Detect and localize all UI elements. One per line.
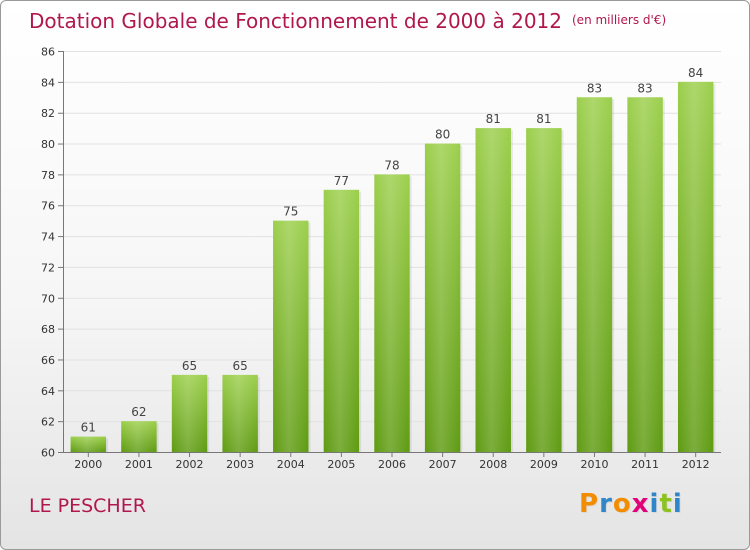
bars bbox=[70, 81, 716, 453]
proxiti-logo: Proxiti bbox=[579, 489, 683, 519]
value-label: 62 bbox=[131, 405, 146, 419]
y-tick-label: 84 bbox=[41, 76, 55, 89]
chart-title-text: Dotation Globale de Fonctionnement de 20… bbox=[29, 9, 562, 33]
y-tick-label: 60 bbox=[41, 447, 55, 460]
y-tick-label: 72 bbox=[41, 261, 55, 274]
chart-unit-label: (en milliers d'€) bbox=[572, 13, 667, 27]
logo-letter: o bbox=[612, 489, 632, 519]
bar-highlight bbox=[424, 143, 461, 453]
x-tick-label: 2011 bbox=[631, 458, 659, 471]
bar-highlight bbox=[526, 128, 562, 452]
value-label: 80 bbox=[435, 128, 450, 142]
value-label: 81 bbox=[486, 112, 501, 126]
value-label: 75 bbox=[283, 205, 298, 219]
value-label: 81 bbox=[536, 112, 551, 126]
logo-letter: P bbox=[579, 489, 600, 519]
logo-letter: i bbox=[649, 489, 660, 519]
y-tick-label: 68 bbox=[41, 323, 55, 336]
value-label: 78 bbox=[384, 158, 399, 172]
logo-letter: i bbox=[672, 489, 683, 519]
logo-letter: r bbox=[599, 489, 613, 519]
value-label: 65 bbox=[182, 359, 197, 373]
bar-highlight bbox=[576, 97, 613, 453]
y-tick-label: 76 bbox=[41, 200, 55, 213]
bar-highlight bbox=[222, 374, 258, 452]
y-axis: 60 62 64 66 68 70 72 74 76 78 80 82 84 86 bbox=[41, 46, 64, 460]
x-tick-label: 2004 bbox=[277, 458, 305, 471]
bar-highlight bbox=[171, 374, 208, 452]
bar-highlight bbox=[475, 128, 511, 452]
bar-highlight bbox=[677, 81, 714, 452]
x-tick-label: 2006 bbox=[378, 458, 406, 471]
x-tick-label: 2007 bbox=[429, 458, 457, 471]
logo-letter: t bbox=[659, 489, 673, 519]
bar-highlight bbox=[70, 436, 107, 452]
x-tick-label: 2008 bbox=[479, 458, 507, 471]
value-label: 77 bbox=[334, 174, 349, 188]
bar-highlight bbox=[627, 97, 663, 453]
value-label: 65 bbox=[233, 359, 248, 373]
y-tick-label: 78 bbox=[41, 169, 55, 182]
x-tick-label: 2005 bbox=[327, 458, 355, 471]
value-label: 61 bbox=[81, 421, 96, 435]
value-label: 83 bbox=[637, 81, 652, 95]
value-label: 84 bbox=[688, 66, 703, 80]
x-tick-label: 2002 bbox=[176, 458, 204, 471]
y-tick-label: 82 bbox=[41, 107, 55, 120]
x-tick-label: 2001 bbox=[125, 458, 153, 471]
y-tick-label: 74 bbox=[41, 231, 55, 244]
y-tick-label: 70 bbox=[41, 292, 55, 305]
x-tick-label: 2000 bbox=[74, 458, 102, 471]
place-name: LE PESCHER bbox=[29, 495, 146, 517]
bar-highlight bbox=[374, 174, 410, 452]
x-tick-label: 2009 bbox=[530, 458, 558, 471]
y-tick-label: 64 bbox=[41, 385, 55, 398]
x-tick-label: 2003 bbox=[226, 458, 254, 471]
value-label: 83 bbox=[587, 81, 602, 95]
y-tick-label: 62 bbox=[41, 416, 55, 429]
x-tick-label: 2010 bbox=[580, 458, 608, 471]
logo-letter: x bbox=[631, 489, 650, 519]
chart-title: Dotation Globale de Fonctionnement de 20… bbox=[29, 9, 666, 33]
y-tick-label: 66 bbox=[41, 354, 55, 367]
x-tick-label: 2012 bbox=[682, 458, 710, 471]
bar-highlight bbox=[323, 189, 360, 453]
value-labels: 61 62 65 65 75 77 78 80 81 81 83 83 84 bbox=[81, 66, 704, 435]
y-tick-label: 86 bbox=[41, 46, 55, 59]
x-axis: 2000 2001 2002 2003 2004 2005 2006 2007 2008 2009… bbox=[63, 452, 721, 471]
bar-highlight bbox=[273, 220, 309, 452]
y-tick-label: 80 bbox=[41, 138, 55, 151]
bar-highlight bbox=[121, 421, 157, 452]
